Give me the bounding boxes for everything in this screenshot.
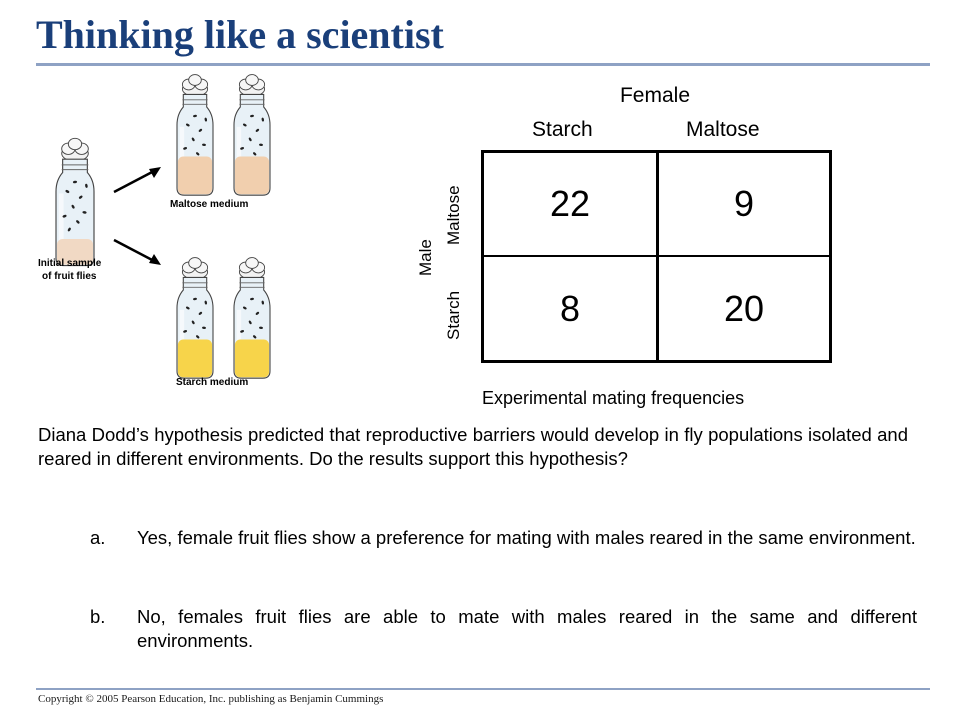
starch-bottle-2 [233, 257, 271, 379]
option-text: Yes, female fruit flies show a preferenc… [137, 527, 916, 548]
maltose-bottle-2 [233, 74, 271, 196]
cell-starch-male-maltose-female: 20 [723, 287, 765, 329]
row-header-maltose: Maltose [444, 185, 463, 245]
option-letter: b. [90, 606, 106, 627]
male-header: Male [416, 239, 435, 276]
mating-frequency-table: 22 9 8 20 [481, 150, 832, 363]
column-header-maltose: Maltose [686, 118, 760, 141]
column-header-starch: Starch [532, 118, 593, 141]
slide-title: Thinking like a scientist [36, 12, 444, 57]
initial-sample-bottle [55, 137, 95, 267]
option-letter: a. [90, 527, 106, 548]
cell-maltose-male-starch-female: 22 [549, 183, 591, 224]
table-row-divider [484, 255, 829, 257]
footer-divider [36, 688, 930, 690]
copyright-notice: Copyright © 2005 Pearson Education, Inc.… [38, 693, 384, 705]
option-text: No, females fruit flies are able to mate… [137, 606, 917, 651]
arrow-to-starch-icon [113, 238, 161, 265]
arrow-to-maltose-icon [113, 167, 161, 194]
starch-bottle-1 [176, 257, 214, 379]
question-text: Diana Dodd’s hypothesis predicted that r… [38, 424, 908, 469]
cell-maltose-male-maltose-female: 9 [733, 183, 755, 224]
female-header: Female [619, 84, 691, 107]
cell-starch-male-starch-female: 8 [559, 287, 581, 329]
maltose-medium-label: Maltose medium [170, 199, 248, 210]
fruit-fly-experiment-illustration: Initial sample of fruit flies Maltose me… [38, 74, 271, 388]
initial-sample-label-line2: of fruit flies [42, 271, 97, 282]
starch-medium-label: Starch medium [176, 377, 248, 388]
maltose-bottle-1 [176, 74, 214, 196]
initial-sample-label-line1: Initial sample [38, 258, 102, 269]
title-divider [36, 63, 930, 66]
row-header-starch: Starch [444, 290, 463, 340]
table-caption: Experimental mating frequencies [482, 388, 745, 408]
